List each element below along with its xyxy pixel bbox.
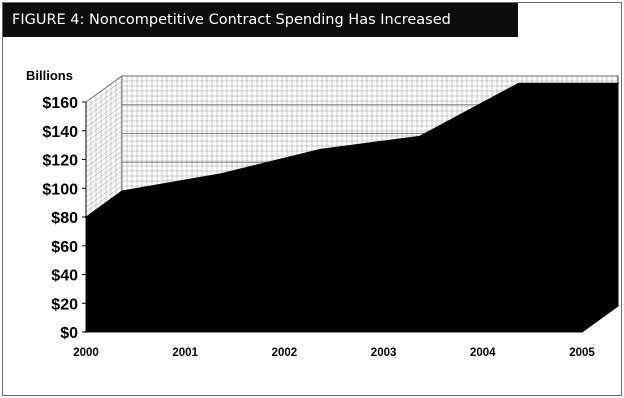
y-tick-label: $40: [51, 268, 78, 285]
data-point-2004: [481, 108, 484, 111]
y-tick-label: $60: [51, 239, 78, 256]
y-tick-label: $20: [51, 296, 78, 313]
data-point-2002: [283, 174, 286, 177]
data-point-2001: [184, 198, 187, 201]
y-axis-ticks: $0 $20 $40 $60 $80 $100 $120 $140 $160: [42, 95, 86, 342]
y-tick-label: $0: [60, 325, 78, 342]
x-tick-label: 2005: [569, 347, 595, 359]
data-point-2005: [581, 108, 583, 111]
area-end-face: [581, 82, 619, 333]
y-tick-label: $80: [51, 210, 78, 227]
y-tick-label: $160: [42, 95, 78, 112]
x-tick-label: 2001: [172, 347, 198, 359]
y-axis-label: Billions: [26, 68, 73, 83]
x-tick-label: 2004: [470, 347, 496, 359]
x-tick-label: 2003: [371, 347, 397, 359]
data-point-2003: [382, 161, 385, 164]
x-tick-label: 2002: [272, 347, 298, 359]
x-axis-ticks: 2000 2001 2002 2003 2004 2005: [73, 347, 595, 359]
chart-area-series: [85, 82, 620, 333]
figure-title: FIGURE 4: Noncompetitive Contract Spendi…: [3, 3, 518, 37]
x-tick-label: 2000: [73, 347, 99, 359]
y-tick-label: $140: [42, 124, 78, 141]
y-tick-label: $100: [42, 181, 78, 198]
y-tick-label: $120: [42, 153, 78, 170]
